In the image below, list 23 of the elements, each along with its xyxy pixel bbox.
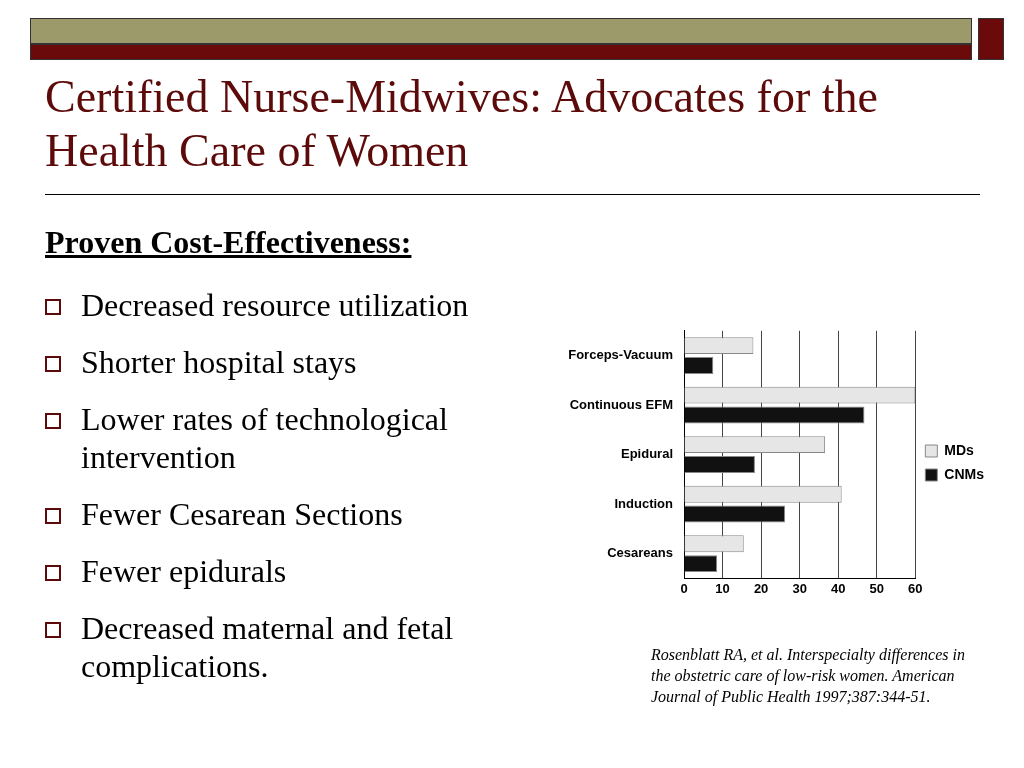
x-tick-label: 20 [753,580,769,596]
text: Decreased maternal and fetal complications. [81,609,455,685]
y-tick-label: Forceps-Vacuum [568,347,673,363]
text: Fewer epidurals [81,552,288,590]
x-tick-label: 10 [715,580,730,596]
text: Fewer Cesarean Sections [81,495,404,533]
y-tick-label: Continuous EFM [569,396,673,412]
text: Proven Cost-Effectiveness: [45,224,412,261]
chart-title: Certified Nurse-Midwives: Advocates for the Health Care of Women [45,70,879,178]
text: Lower rates of technological intervention [81,400,449,476]
text: Shorter hospital stays [81,343,358,381]
x-tick-label: 50 [869,580,885,596]
y-tick-label: Cesareans [607,545,673,561]
y-tick-label: Induction [614,495,674,511]
text: Decreased resource utilization [81,286,470,324]
x-tick-label: 60 [908,580,923,596]
legend-label: MDs [944,441,975,458]
x-tick-label: 40 [830,580,846,596]
legend-label: CNMs [944,465,985,482]
x-tick-label: 0 [680,580,688,596]
y-tick-label: Epidural [620,446,673,462]
text: Rosenblatt RA, et al. Interspecialty differences in the obstetric care of low-risk women. American Journal of Public Health 1997;387:344-51. [651,645,966,707]
x-tick-label: 30 [792,580,807,596]
